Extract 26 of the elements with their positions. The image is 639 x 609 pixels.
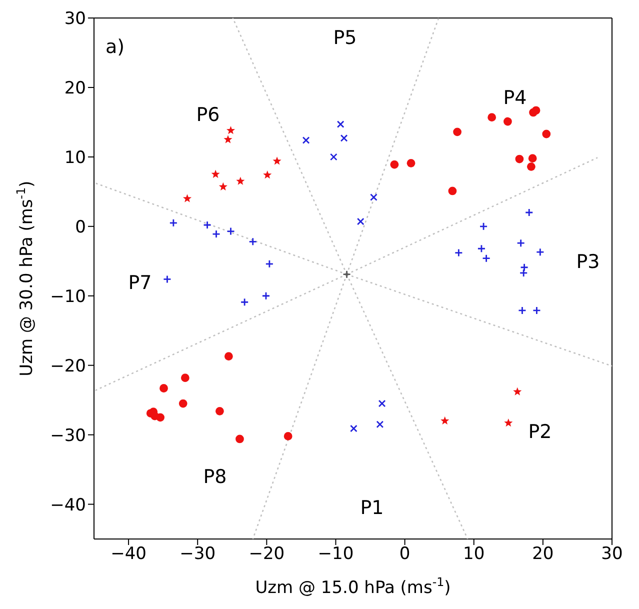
y-tick-label: 0 — [75, 217, 86, 238]
y-tick-label: 20 — [64, 78, 86, 98]
y-tick-label: 30 — [64, 9, 86, 30]
annotation: P1 — [360, 497, 384, 519]
x-tick-label: −40 — [110, 544, 146, 564]
annotation: P7 — [128, 272, 152, 294]
annotation: P8 — [203, 466, 227, 488]
y-tick-label: −30 — [50, 426, 86, 446]
annotation: P3 — [576, 251, 600, 273]
x-axis-title: Uzm @ 15.0 hPa (ms$^{-1}$) — [255, 575, 451, 598]
y-tick-label: −10 — [50, 286, 86, 307]
y-tick-label: 10 — [64, 148, 86, 168]
x-tick-label: 30 — [601, 544, 623, 564]
x-tick-label: 20 — [532, 544, 554, 564]
y-tick-label: −40 — [50, 495, 86, 516]
x-tick-label: −20 — [248, 544, 285, 564]
annotation: a) — [105, 36, 125, 58]
annotation: P6 — [196, 104, 220, 126]
x-tick-label: −30 — [180, 544, 216, 564]
x-tick-label: −10 — [318, 544, 354, 564]
annotation: P2 — [528, 421, 552, 443]
annotation: P5 — [333, 27, 357, 49]
annotation: P4 — [503, 87, 527, 109]
y-tick-label: −20 — [50, 356, 86, 376]
x-tick-label: 0 — [399, 544, 410, 564]
x-tick-label: 10 — [463, 544, 485, 564]
